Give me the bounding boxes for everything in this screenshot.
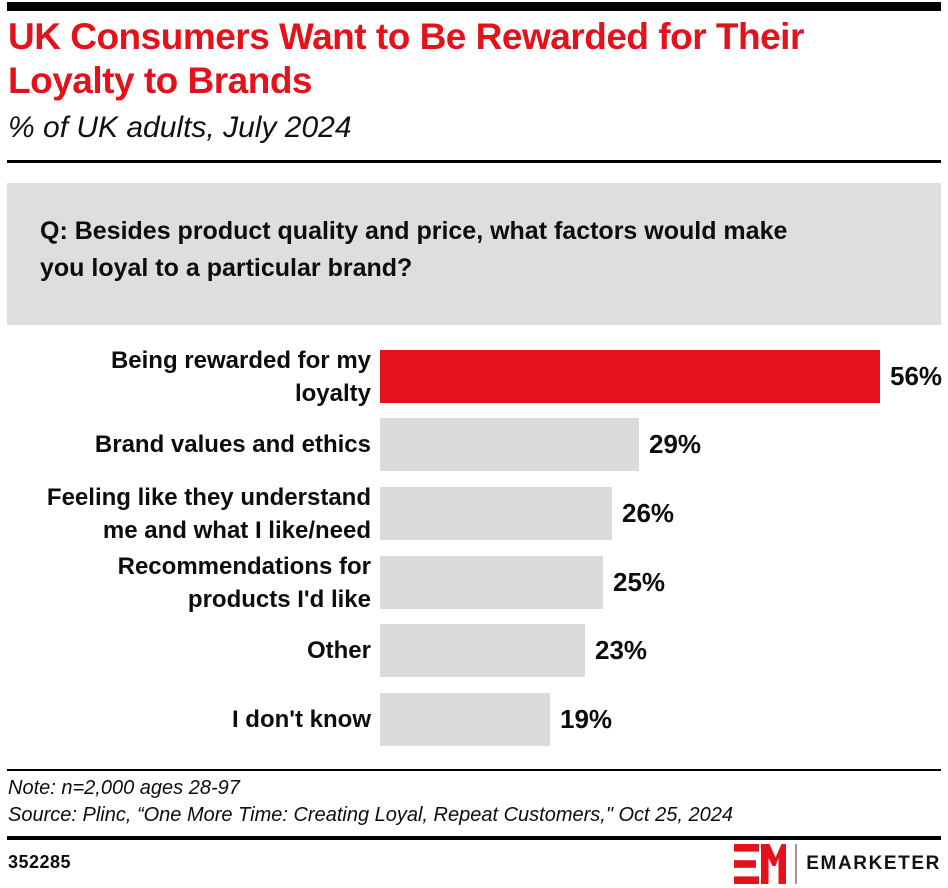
value-label: 56% xyxy=(890,361,943,391)
survey-question-text: Q: Besides product quality and price, wh… xyxy=(40,217,788,282)
brand-wordmark: EMARKETER xyxy=(806,853,941,874)
bar-chart: Being rewarded for my loyalty 56% Brand … xyxy=(0,346,948,746)
footer-divider-line xyxy=(7,836,941,840)
category-label: Being rewarded for my loyalty xyxy=(110,346,371,407)
bar-recommendations xyxy=(380,556,603,609)
chart-title: UK Consumers Want to Be Rewarded for The… xyxy=(8,15,928,103)
category-label: Other xyxy=(306,637,371,664)
em-logo-icon xyxy=(734,844,787,884)
category-label: I don't know xyxy=(231,706,371,733)
chart-row: Feeling like they understand me and what… xyxy=(0,483,948,544)
chart-id-number: 352285 xyxy=(8,852,72,872)
value-label: 23% xyxy=(595,635,648,665)
source-line: Source: Plinc, “One More Time: Creating … xyxy=(8,804,734,826)
bar-being-rewarded xyxy=(380,350,880,403)
footnotes: Note: n=2,000 ages 28-97 Source: Plinc, … xyxy=(8,775,938,829)
header-divider-line xyxy=(7,160,941,163)
category-label: Brand values and ethics xyxy=(94,431,371,458)
top-black-bar xyxy=(7,2,941,11)
chart-row: Brand values and ethics 29% xyxy=(0,418,948,471)
chart-row: I don't know 19% xyxy=(0,693,948,746)
notes-divider-line xyxy=(7,769,941,771)
chart-title-line1: UK Consumers Want to Be Rewarded for The… xyxy=(8,16,804,57)
chart-title-line2: Loyalty to Brands xyxy=(8,60,313,101)
chart-subtitle: % of UK adults, July 2024 xyxy=(8,111,352,144)
value-label: 29% xyxy=(649,429,702,459)
bar-other xyxy=(380,624,585,677)
category-label: Recommendations for products I'd like xyxy=(117,552,371,613)
value-label: 25% xyxy=(613,567,666,597)
bar-brand-values xyxy=(380,418,639,471)
chart-row: Other 23% xyxy=(0,624,948,677)
category-label: Feeling like they understand me and what… xyxy=(46,483,371,544)
bar-feeling-understood xyxy=(380,487,612,540)
chart-row: Recommendations for products I'd like 25… xyxy=(0,552,948,613)
chart-row: Being rewarded for my loyalty 56% xyxy=(0,346,948,407)
note-line: Note: n=2,000 ages 28-97 xyxy=(8,777,240,799)
survey-question-box: Q: Besides product quality and price, wh… xyxy=(7,183,941,325)
value-label: 26% xyxy=(622,498,675,528)
logo-divider xyxy=(795,844,798,884)
value-label: 19% xyxy=(560,704,613,734)
bar-dont-know xyxy=(380,693,550,746)
emarketer-logo: EMARKETER xyxy=(734,844,941,884)
